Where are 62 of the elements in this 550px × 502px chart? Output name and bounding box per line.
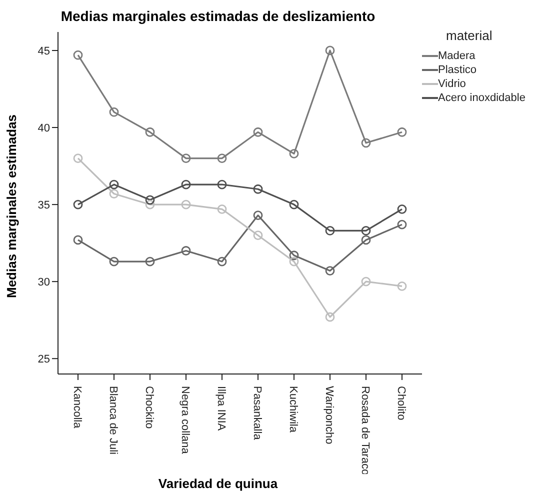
- point: [181, 200, 191, 210]
- chart-title: Medias marginales estimadas de deslizamiento: [60, 8, 376, 24]
- point: [361, 276, 371, 286]
- point: [325, 226, 335, 236]
- legend-label: Acero inoxdidable: [438, 92, 526, 104]
- point: [109, 256, 119, 266]
- y-tick-label: 40: [38, 122, 50, 134]
- point: [109, 107, 119, 117]
- point: [361, 226, 371, 236]
- point: [217, 204, 227, 214]
- point: [397, 127, 407, 137]
- point: [361, 138, 371, 148]
- x-tick-label: Illpa INIA: [215, 386, 227, 432]
- point: [325, 312, 335, 322]
- point: [253, 230, 263, 240]
- point: [73, 200, 83, 210]
- legend-label: Plastico: [438, 64, 477, 76]
- y-tick-label: 30: [38, 276, 50, 288]
- y-tick-label: 45: [38, 45, 50, 58]
- x-axis-title: Variedad de quinua: [157, 476, 279, 491]
- point: [289, 256, 299, 266]
- point: [361, 235, 371, 245]
- point: [253, 184, 263, 194]
- y-tick-label: 35: [38, 199, 50, 212]
- point: [145, 200, 155, 210]
- point: [145, 195, 155, 205]
- x-tick-label: Pasankalla: [251, 386, 263, 441]
- point: [397, 220, 407, 230]
- point: [181, 246, 191, 256]
- point: [289, 200, 299, 210]
- x-tick-label: Kancolla: [71, 386, 83, 430]
- point: [397, 204, 407, 214]
- point: [109, 189, 119, 198]
- x-tick-label: Kuchiwila: [287, 386, 299, 434]
- point: [217, 256, 227, 266]
- y-tick-label: 25: [38, 354, 50, 366]
- point: [325, 46, 335, 56]
- point: [181, 180, 191, 190]
- x-tick-label: Cholito: [395, 386, 407, 420]
- point: [181, 154, 191, 164]
- x-tick-label: Wariponcho: [323, 386, 335, 444]
- point: [397, 281, 407, 291]
- point: [73, 154, 83, 164]
- x-tick-label: Blanca de Juli: [107, 386, 119, 454]
- legend-label: Vidrio: [438, 78, 466, 90]
- point: [325, 266, 335, 276]
- point: [73, 235, 83, 245]
- point: [217, 154, 227, 164]
- legend-label: Madera: [438, 50, 476, 62]
- x-tick-label: Chockito: [143, 386, 155, 429]
- point: [289, 149, 299, 158]
- y-axis-title: Medias marginales estimadas: [4, 114, 19, 298]
- point: [217, 180, 227, 190]
- legend-title: material: [446, 28, 494, 43]
- point: [253, 210, 263, 220]
- x-tick-label: Negra collana: [179, 386, 191, 455]
- point: [145, 127, 155, 137]
- point: [253, 127, 263, 137]
- point: [145, 256, 155, 266]
- point: [109, 180, 119, 190]
- point: [73, 50, 83, 60]
- point: [289, 250, 299, 260]
